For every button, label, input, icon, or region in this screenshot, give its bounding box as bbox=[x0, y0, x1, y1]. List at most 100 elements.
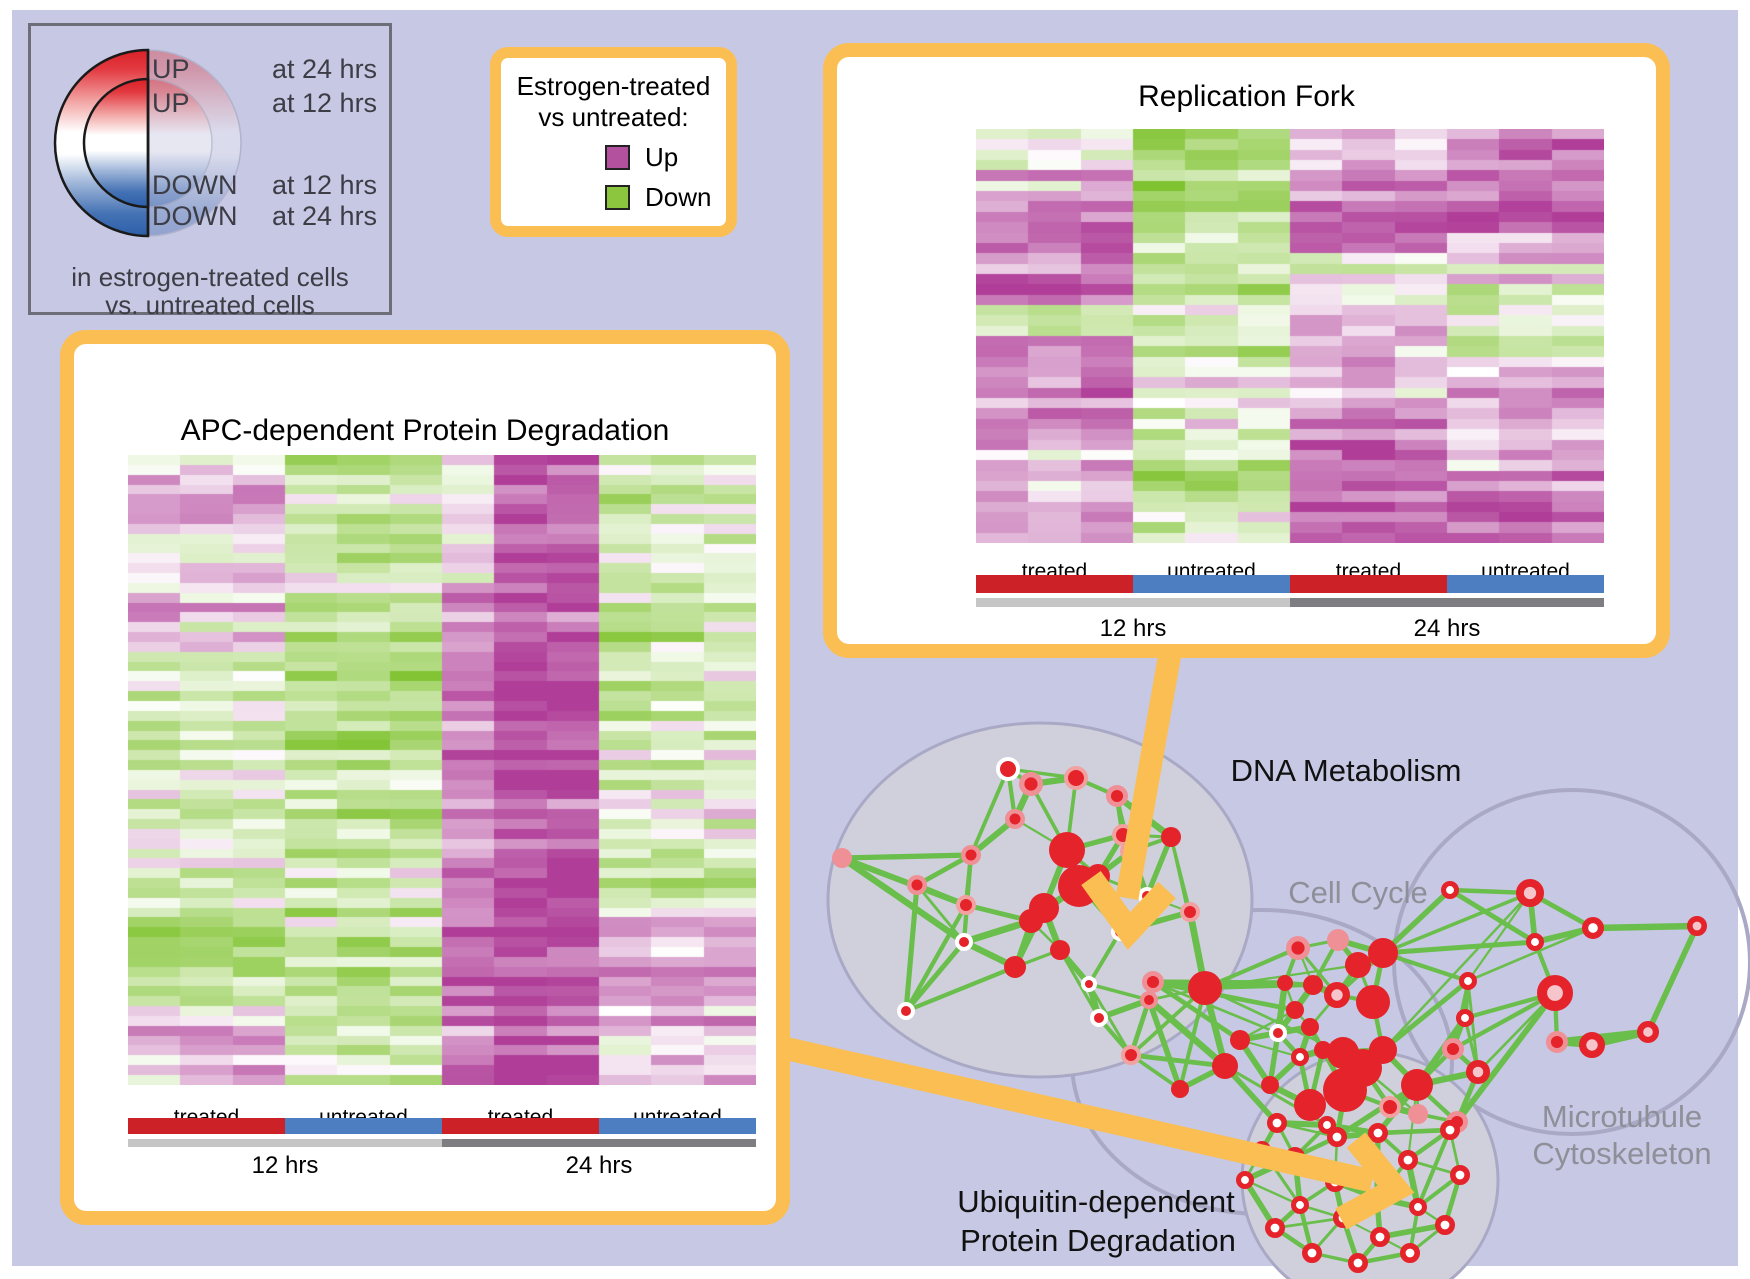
network-node bbox=[1581, 917, 1604, 940]
repfork-heatmap bbox=[976, 129, 1604, 543]
legend-time: at 12 hrs bbox=[272, 88, 378, 118]
network-node-core bbox=[1291, 941, 1305, 955]
network-edge bbox=[1244, 1178, 1301, 1207]
network-edge bbox=[1088, 982, 1150, 1002]
network-node bbox=[1327, 1127, 1348, 1148]
network-edge bbox=[1152, 980, 1279, 1035]
network-node-core bbox=[1110, 789, 1124, 803]
legend-key: UP bbox=[152, 54, 190, 84]
legend-time: at 24 hrs bbox=[272, 54, 378, 84]
legend-item-down: Down bbox=[501, 182, 726, 213]
time-label: 12 hrs bbox=[251, 1152, 319, 1179]
network-node bbox=[1188, 971, 1222, 1005]
network-node bbox=[1090, 1009, 1108, 1027]
network-node bbox=[1369, 1036, 1397, 1064]
network-edge bbox=[1239, 1039, 1301, 1058]
cluster-label: Ubiquitin-dependent bbox=[957, 1184, 1235, 1219]
network-node bbox=[897, 1002, 915, 1020]
time-bar bbox=[128, 1139, 442, 1147]
network-node bbox=[1294, 1089, 1326, 1121]
legend-time: at 12 hrs bbox=[272, 170, 378, 200]
cluster-label: Cytoskeleton bbox=[1532, 1136, 1712, 1171]
network-edge bbox=[1178, 987, 1207, 1090]
network-edge bbox=[1454, 991, 1558, 1124]
network-node bbox=[1318, 1116, 1337, 1135]
inner-circle-right-half bbox=[147, 78, 213, 208]
network-node bbox=[1537, 974, 1574, 1011]
network-node bbox=[1636, 1020, 1659, 1043]
estrogen-legend: Estrogen-treated vs untreated: Up Down bbox=[490, 47, 737, 237]
timepoint-legend: UP at 24 hrs UP at 12 hrs DOWN at 12 hrs… bbox=[28, 23, 392, 320]
network-node bbox=[1324, 982, 1351, 1009]
network-node bbox=[1291, 1196, 1310, 1215]
network-edge bbox=[905, 965, 1016, 1013]
condition-bar bbox=[1289, 575, 1447, 593]
network-edge bbox=[1382, 892, 1531, 1051]
network-node bbox=[1286, 1001, 1304, 1019]
network-node bbox=[1180, 902, 1200, 922]
network-edge bbox=[1466, 980, 1480, 1073]
network-node bbox=[1370, 1227, 1391, 1248]
network-edge bbox=[904, 903, 968, 1013]
network-node bbox=[1368, 938, 1398, 968]
cluster-label: Protein Degradation bbox=[960, 1223, 1236, 1258]
network-node-core bbox=[1446, 1042, 1460, 1056]
network-node bbox=[1327, 929, 1349, 951]
cluster-label: Microtubule bbox=[1541, 1099, 1703, 1134]
network-node bbox=[1121, 1045, 1141, 1065]
network-node bbox=[1261, 1076, 1279, 1094]
network-node bbox=[1401, 1069, 1433, 1101]
network-node bbox=[1049, 832, 1085, 868]
legend-key: DOWN bbox=[152, 170, 238, 200]
time-bar bbox=[1289, 598, 1604, 607]
network-node bbox=[1456, 1009, 1475, 1028]
network-edge bbox=[1239, 1008, 1296, 1042]
network-edge bbox=[1379, 1222, 1446, 1240]
apc-heatmap bbox=[128, 455, 756, 1085]
network-node bbox=[1441, 881, 1460, 900]
down-label: Down bbox=[645, 182, 712, 212]
apc-panel: APC-dependent Protein Degradation treate… bbox=[60, 330, 790, 1225]
legend-key: DOWN bbox=[152, 201, 238, 231]
network-node bbox=[1212, 1053, 1238, 1079]
time-bar bbox=[441, 1139, 756, 1147]
network-node bbox=[1081, 976, 1097, 992]
apc-title: APC-dependent Protein Degradation bbox=[180, 414, 670, 447]
network-edge bbox=[904, 940, 966, 1013]
arrow-apc-to-ubiquitin-head bbox=[1335, 1132, 1415, 1230]
network-edge bbox=[1377, 1127, 1451, 1136]
condition-bar bbox=[128, 1118, 285, 1134]
network-node bbox=[1301, 1018, 1319, 1036]
condition-bar bbox=[598, 1118, 756, 1134]
network-node bbox=[1356, 985, 1390, 1019]
estrogen-legend-title-line2: vs untreated: bbox=[538, 102, 689, 132]
network-edge bbox=[1146, 999, 1183, 1090]
network-edge bbox=[1467, 926, 1594, 983]
network-edge bbox=[1146, 997, 1228, 1069]
condition-bar bbox=[284, 1118, 442, 1134]
network-node bbox=[1348, 1253, 1369, 1274]
network-edge bbox=[1130, 1052, 1226, 1069]
network-node bbox=[1526, 933, 1545, 952]
network-edge bbox=[1382, 939, 1536, 956]
network-node bbox=[1400, 1243, 1421, 1264]
network-edge bbox=[1592, 922, 1698, 932]
network-edge bbox=[915, 852, 973, 888]
arrow-repfork-to-dna-shaft bbox=[1115, 640, 1184, 900]
network-edge bbox=[1151, 980, 1242, 1042]
network-edge bbox=[1451, 991, 1557, 1051]
network-node bbox=[1379, 1096, 1401, 1118]
up-label: Up bbox=[645, 142, 679, 172]
replication-fork-title: Replication Fork bbox=[1138, 80, 1355, 113]
network-edge bbox=[1382, 891, 1531, 955]
network-edge bbox=[1058, 949, 1101, 1019]
network-edge bbox=[841, 852, 972, 861]
estrogen-legend-title-line1: Estrogen-treated bbox=[516, 71, 711, 101]
condition-bar bbox=[1446, 575, 1604, 593]
time-label: 24 hrs bbox=[1413, 615, 1481, 642]
condition-bar bbox=[1132, 575, 1290, 593]
network-node-core bbox=[1146, 975, 1160, 989]
time-bar bbox=[976, 598, 1290, 607]
